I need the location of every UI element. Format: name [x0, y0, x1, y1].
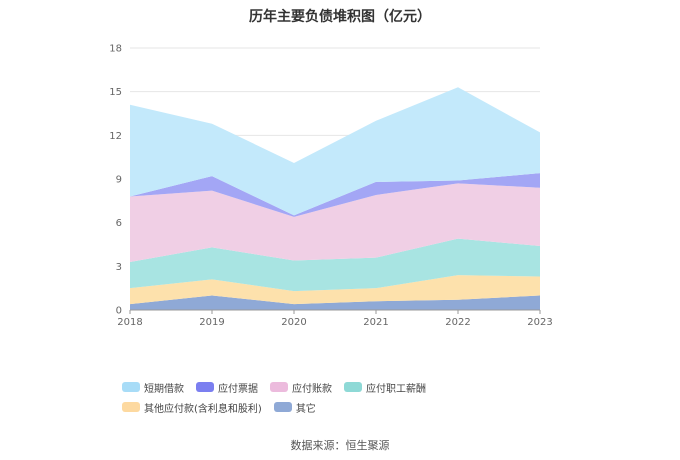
axis-layer: 0 3 6 9 12 15 18 2018 2019 2020 2021 2022 2023: [109, 44, 552, 329]
legend-item[interactable]: 短期借款: [122, 377, 184, 397]
y-tick-label: 0: [116, 306, 122, 317]
area-series-0: [130, 295, 540, 310]
x-tick-label: 2021: [363, 317, 388, 328]
y-tick-label: 6: [116, 218, 122, 229]
x-tick-label: 2020: [281, 317, 306, 328]
x-tick-label: 2019: [199, 317, 224, 328]
legend-swatch: [122, 382, 140, 392]
chart-title: 历年主要负债堆积图（亿元）: [249, 9, 431, 25]
y-tick-label: 12: [109, 131, 122, 142]
area-series-2: [130, 238, 540, 292]
x-tick-label: 2018: [117, 317, 142, 328]
legend-swatch: [270, 382, 288, 392]
legend-label: 应付账款: [292, 383, 332, 395]
legend-item[interactable]: 应付票据: [196, 377, 258, 397]
y-tick-label: 18: [109, 44, 122, 55]
legend-item[interactable]: 应付职工薪酬: [344, 377, 426, 397]
legend-swatch: [273, 402, 292, 412]
legend-label: 其他应付款(含利息和股利): [144, 403, 262, 415]
legend-item[interactable]: 应付账款: [270, 377, 332, 397]
legend-swatch: [344, 382, 362, 392]
area-layer: [130, 87, 540, 310]
legend-label: 应付职工薪酬: [366, 383, 426, 395]
y-tick-label: 15: [109, 87, 122, 98]
legend-label: 其它: [295, 403, 316, 415]
legend-label: 短期借款: [144, 383, 184, 395]
legend-item[interactable]: 其它: [273, 397, 316, 417]
area-series-5: [130, 87, 540, 216]
y-tick-label: 9: [116, 175, 122, 186]
legend-label: 应付票据: [218, 383, 258, 395]
legend: 短期借款 应付票据 应付账款 应付职工薪酬其他应付款(含利息和股利) 其它: [122, 377, 582, 417]
y-tick-label: 3: [116, 262, 122, 273]
legend-swatch: [122, 402, 140, 412]
area-series-4: [130, 173, 540, 217]
area-series-3: [130, 183, 540, 262]
x-tick-label: 2023: [527, 317, 552, 328]
legend-item[interactable]: 其他应付款(含利息和股利): [122, 397, 262, 417]
source-note: 数据来源：恒生聚源: [290, 439, 390, 452]
legend-swatch: [196, 382, 214, 392]
x-tick-label: 2022: [445, 317, 470, 328]
